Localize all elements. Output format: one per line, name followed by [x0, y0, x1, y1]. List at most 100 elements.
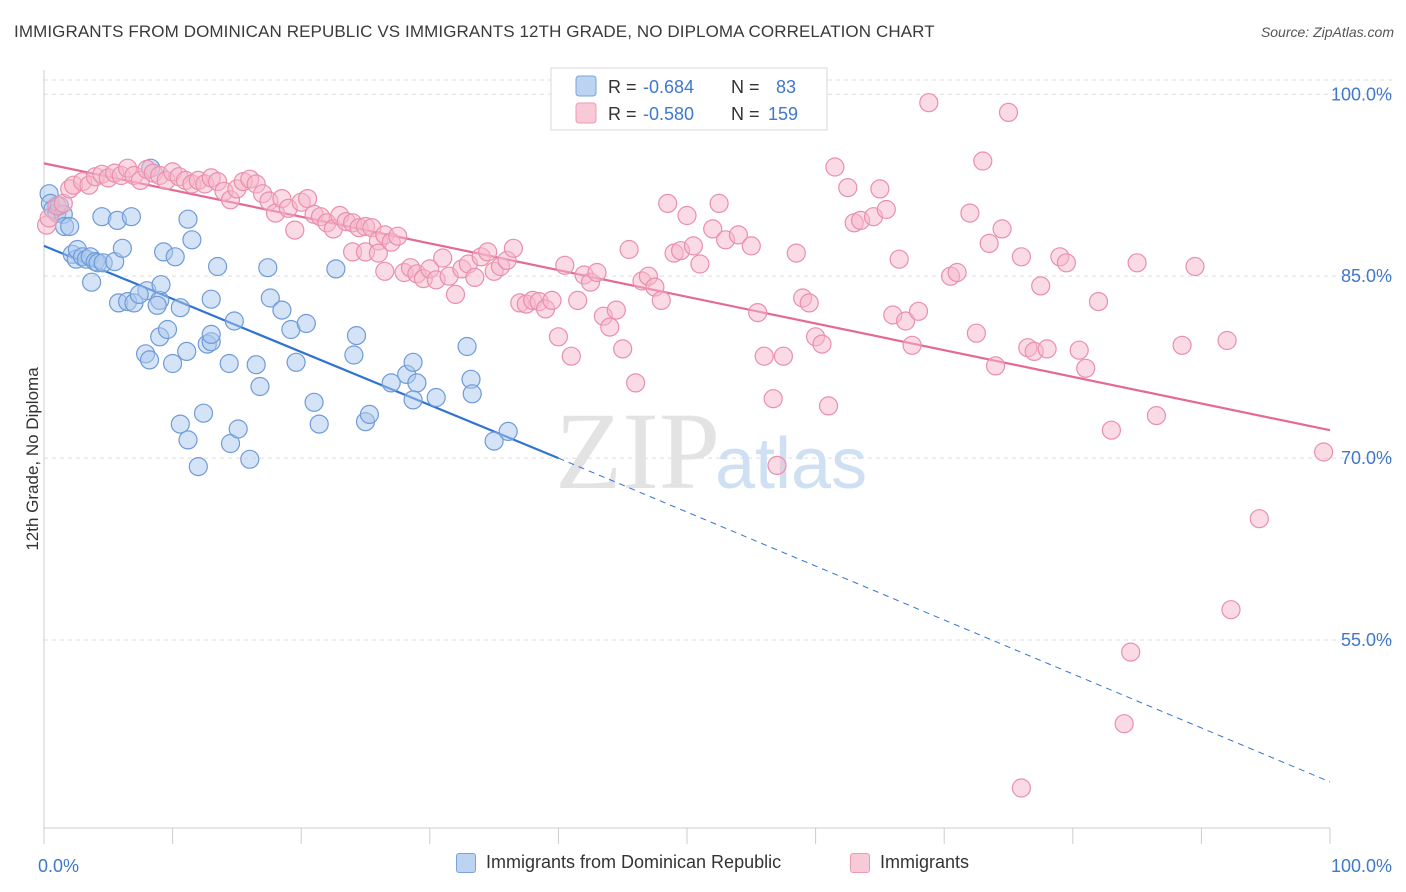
point-immigrants-111[interactable]	[741, 236, 761, 256]
point-immigrants-128[interactable]	[870, 179, 890, 199]
point-dominican-78[interactable]	[240, 449, 260, 469]
point-immigrants-159[interactable]	[1185, 256, 1205, 277]
point-dominican-51[interactable]	[177, 341, 197, 361]
point-immigrants-84[interactable]	[548, 327, 569, 347]
point-dominican-22[interactable]	[121, 207, 141, 227]
point-immigrants-161[interactable]	[1221, 600, 1241, 620]
point-dominican-31[interactable]	[151, 275, 171, 295]
point-dominican-59[interactable]	[304, 392, 324, 412]
point-dominican-44[interactable]	[296, 313, 316, 334]
point-immigrants-96[interactable]	[625, 373, 646, 393]
point-immigrants-39[interactable]	[285, 220, 305, 240]
point-dominican-61[interactable]	[344, 345, 364, 365]
point-dominican-58[interactable]	[286, 352, 306, 372]
point-immigrants-86[interactable]	[561, 346, 581, 366]
point-dominican-65[interactable]	[403, 352, 423, 372]
point-immigrants-160[interactable]	[1217, 330, 1237, 351]
point-dominican-27[interactable]	[129, 284, 149, 304]
legend-item-dominican[interactable]: Immigrants from Dominican Republic	[456, 852, 781, 873]
point-immigrants-152[interactable]	[1069, 340, 1089, 360]
point-immigrants-121[interactable]	[812, 334, 832, 354]
point-immigrants-133[interactable]	[902, 335, 922, 355]
point-immigrants-95[interactable]	[619, 239, 639, 260]
point-immigrants-119[interactable]	[799, 293, 819, 313]
point-immigrants-142[interactable]	[985, 356, 1006, 376]
point-immigrants-92[interactable]	[600, 317, 620, 337]
point-dominican-21[interactable]	[112, 238, 133, 258]
point-immigrants-135[interactable]	[919, 93, 939, 113]
point-immigrants-122[interactable]	[818, 396, 839, 416]
point-immigrants-155[interactable]	[1101, 420, 1122, 440]
point-dominican-67[interactable]	[403, 390, 423, 410]
point-immigrants-114[interactable]	[763, 389, 783, 409]
point-dominican-60[interactable]	[309, 414, 329, 434]
point-immigrants-116[interactable]	[773, 346, 794, 366]
point-immigrants-57[interactable]	[375, 261, 395, 281]
point-immigrants-77[interactable]	[503, 238, 524, 258]
point-immigrants-73[interactable]	[478, 242, 498, 262]
point-dominican-39[interactable]	[224, 311, 244, 331]
point-immigrants-158[interactable]	[1172, 335, 1192, 355]
point-dominican-45[interactable]	[326, 259, 346, 279]
point-dominican-77[interactable]	[228, 419, 248, 439]
point-dominican-54[interactable]	[201, 324, 221, 344]
point-immigrants-106[interactable]	[690, 254, 710, 274]
point-dominican-75[interactable]	[193, 403, 214, 423]
point-dominican-47[interactable]	[157, 319, 178, 340]
point-immigrants-129[interactable]	[876, 199, 896, 220]
point-immigrants-143[interactable]	[992, 219, 1012, 239]
point-immigrants-83[interactable]	[542, 290, 562, 310]
point-dominican-74[interactable]	[188, 457, 208, 477]
point-immigrants-107[interactable]	[703, 219, 723, 239]
point-immigrants-100[interactable]	[651, 290, 671, 310]
point-immigrants-93[interactable]	[606, 300, 626, 320]
point-immigrants-134[interactable]	[908, 301, 929, 321]
point-dominican-68[interactable]	[426, 387, 446, 408]
point-immigrants-85[interactable]	[555, 255, 575, 275]
point-dominican-73[interactable]	[178, 430, 198, 450]
point-dominican-41[interactable]	[260, 288, 280, 308]
point-dominican-57[interactable]	[250, 376, 270, 397]
point-dominican-50[interactable]	[163, 353, 183, 374]
point-immigrants-166[interactable]	[1011, 778, 1032, 798]
point-dominican-18[interactable]	[81, 272, 102, 292]
point-dominican-72[interactable]	[170, 414, 190, 434]
point-immigrants-156[interactable]	[1127, 253, 1147, 273]
point-immigrants-123[interactable]	[825, 157, 845, 177]
point-immigrants-137[interactable]	[947, 262, 967, 283]
point-immigrants-164[interactable]	[1114, 714, 1134, 734]
point-dominican-7[interactable]	[60, 216, 80, 237]
point-immigrants-94[interactable]	[613, 339, 633, 359]
point-immigrants-145[interactable]	[1011, 247, 1032, 267]
point-immigrants-59[interactable]	[388, 226, 408, 246]
point-immigrants-117[interactable]	[786, 243, 806, 263]
point-dominican-36[interactable]	[182, 230, 202, 250]
point-immigrants-140[interactable]	[973, 151, 993, 171]
point-dominican-80[interactable]	[359, 404, 379, 424]
point-immigrants-132[interactable]	[895, 311, 916, 331]
point-immigrants-104[interactable]	[677, 205, 697, 226]
point-dominican-69[interactable]	[457, 336, 477, 357]
point-immigrants-165[interactable]	[1121, 642, 1141, 662]
point-immigrants-110[interactable]	[728, 225, 749, 245]
point-dominican-40[interactable]	[258, 258, 278, 278]
point-dominican-35[interactable]	[178, 209, 198, 229]
point-dominican-81[interactable]	[484, 431, 504, 451]
point-dominican-33[interactable]	[165, 247, 185, 267]
point-immigrants-105[interactable]	[683, 236, 704, 256]
point-dominican-55[interactable]	[219, 353, 239, 374]
point-immigrants-139[interactable]	[966, 323, 987, 343]
point-dominican-71[interactable]	[462, 384, 482, 404]
point-immigrants-157[interactable]	[1146, 406, 1167, 426]
point-immigrants-163[interactable]	[1313, 442, 1334, 462]
point-immigrants-66[interactable]	[433, 248, 453, 268]
point-immigrants-153[interactable]	[1076, 358, 1096, 378]
point-immigrants-87[interactable]	[568, 290, 588, 310]
point-immigrants-141[interactable]	[979, 233, 999, 253]
point-immigrants-68[interactable]	[445, 284, 466, 304]
point-dominican-37[interactable]	[208, 256, 228, 277]
point-immigrants-144[interactable]	[998, 102, 1019, 123]
point-immigrants-115[interactable]	[767, 455, 787, 475]
point-dominican-63[interactable]	[381, 373, 401, 393]
point-immigrants-124[interactable]	[838, 178, 858, 198]
